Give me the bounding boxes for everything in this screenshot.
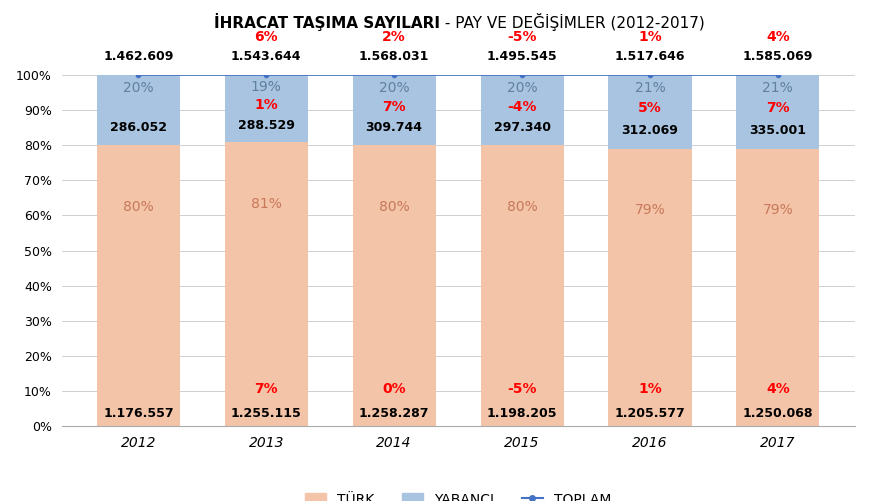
Text: 2%: 2% <box>382 30 406 44</box>
Bar <box>480 145 564 426</box>
Text: 20%: 20% <box>507 81 537 95</box>
Text: 21%: 21% <box>762 81 793 95</box>
Bar <box>609 149 692 426</box>
Bar <box>97 75 180 145</box>
Text: 286.052: 286.052 <box>110 121 167 134</box>
Text: 7%: 7% <box>255 382 278 396</box>
Text: 1.250.068: 1.250.068 <box>743 407 813 420</box>
Text: 20%: 20% <box>379 81 410 95</box>
Text: - PAY VE DEĞİŞİMLER (2012-2017): - PAY VE DEĞİŞİMLER (2012-2017) <box>440 13 706 31</box>
Text: 20%: 20% <box>123 81 153 95</box>
Text: 1%: 1% <box>638 382 662 396</box>
Bar <box>352 145 436 426</box>
Text: 80%: 80% <box>123 200 154 214</box>
Bar <box>737 75 819 149</box>
TOPLAM <box>133 72 144 78</box>
Text: 312.069: 312.069 <box>621 124 678 137</box>
TOPLAM <box>261 72 271 78</box>
Text: 0%: 0% <box>382 382 406 396</box>
Text: 80%: 80% <box>379 200 410 214</box>
Text: 4%: 4% <box>766 30 789 44</box>
Text: 1.517.646: 1.517.646 <box>615 50 685 63</box>
Bar <box>225 75 307 142</box>
Text: 1%: 1% <box>638 30 662 44</box>
Text: İHRACAT TAŞIMA SAYILARI: İHRACAT TAŞIMA SAYILARI <box>214 13 440 31</box>
Text: -5%: -5% <box>507 382 537 396</box>
Text: 1.176.557: 1.176.557 <box>103 407 174 420</box>
Text: 19%: 19% <box>251 80 282 94</box>
Text: 335.001: 335.001 <box>750 124 806 137</box>
Text: 1.205.577: 1.205.577 <box>615 407 685 420</box>
Text: -4%: -4% <box>507 100 537 114</box>
Text: 309.744: 309.744 <box>366 121 423 134</box>
Text: 7%: 7% <box>766 101 789 115</box>
Bar <box>352 75 436 145</box>
Text: -5%: -5% <box>507 30 537 44</box>
Bar <box>97 145 180 426</box>
TOPLAM <box>773 72 783 78</box>
Bar <box>225 142 307 426</box>
TOPLAM <box>645 72 655 78</box>
Text: 1.568.031: 1.568.031 <box>359 50 429 63</box>
Text: 1.258.287: 1.258.287 <box>359 407 429 420</box>
Text: 4%: 4% <box>766 382 789 396</box>
Text: 1.543.644: 1.543.644 <box>231 50 301 63</box>
Text: 7%: 7% <box>382 100 406 114</box>
Line: TOPLAM: TOPLAM <box>137 73 780 77</box>
Text: 80%: 80% <box>507 200 537 214</box>
Text: 79%: 79% <box>634 203 665 217</box>
Text: 1.495.545: 1.495.545 <box>486 50 558 63</box>
Text: 1%: 1% <box>255 98 278 112</box>
Bar <box>737 149 819 426</box>
Bar <box>480 75 564 145</box>
TOPLAM <box>517 72 528 78</box>
Text: 6%: 6% <box>255 30 278 44</box>
Text: 1.198.205: 1.198.205 <box>487 407 558 420</box>
TOPLAM <box>389 72 399 78</box>
Text: 1.255.115: 1.255.115 <box>231 407 301 420</box>
Legend: TÜRK, YABANCI, TOPLAM: TÜRK, YABANCI, TOPLAM <box>305 492 611 501</box>
Text: 297.340: 297.340 <box>493 121 551 134</box>
Text: 288.529: 288.529 <box>238 119 295 132</box>
Text: 81%: 81% <box>251 197 282 211</box>
Text: 5%: 5% <box>638 101 662 115</box>
Text: 1.462.609: 1.462.609 <box>103 50 174 63</box>
Bar <box>609 75 692 149</box>
Text: 79%: 79% <box>762 203 793 217</box>
Text: 1.585.069: 1.585.069 <box>743 50 813 63</box>
Text: 21%: 21% <box>634 81 665 95</box>
